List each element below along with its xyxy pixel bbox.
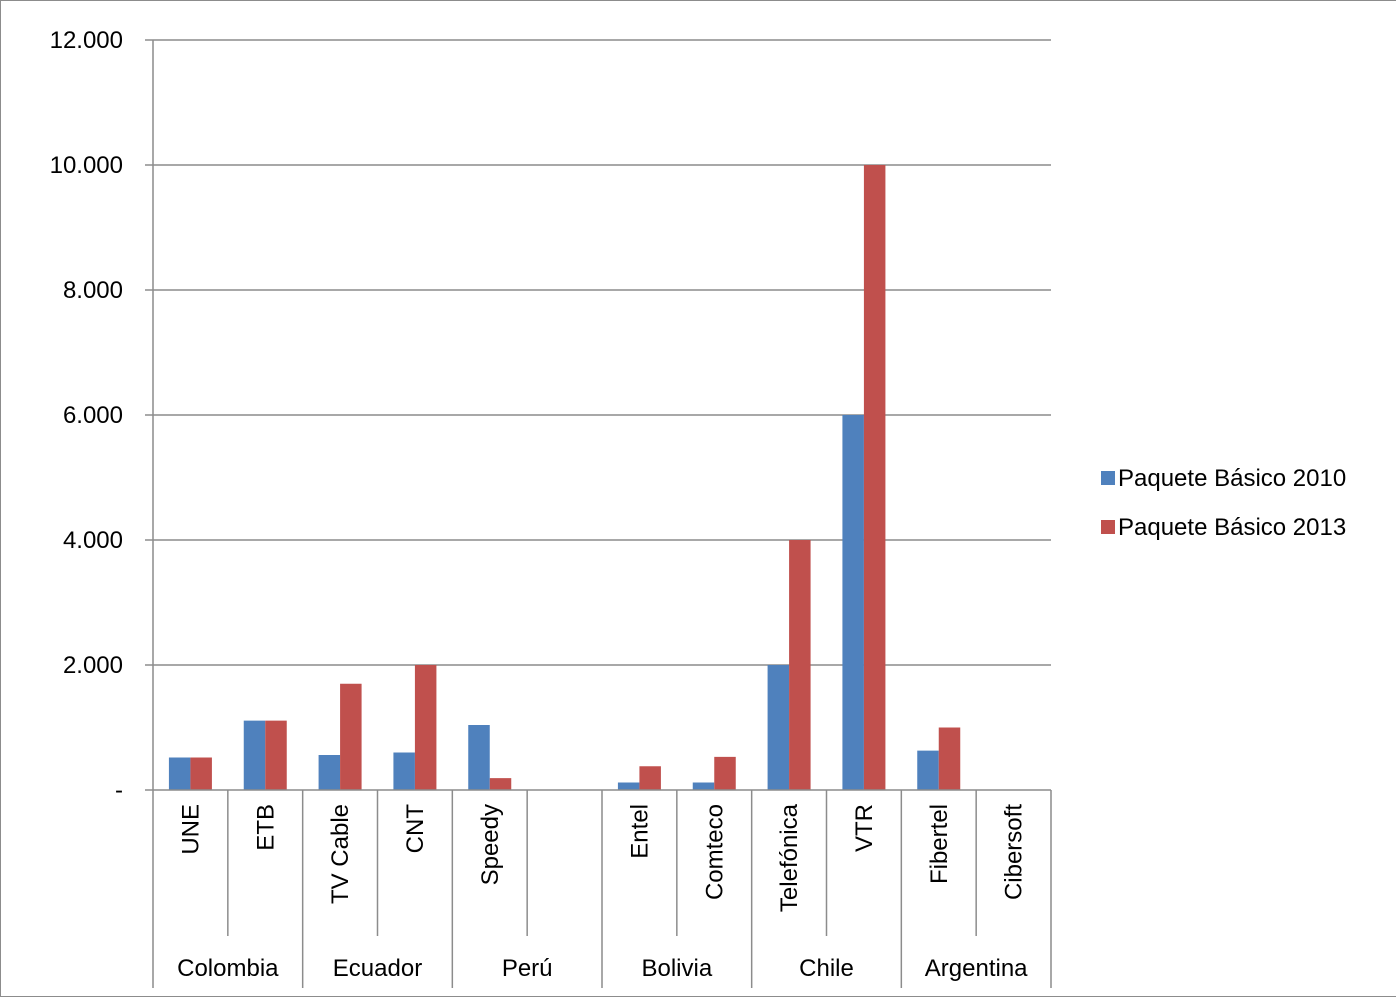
category-label: Speedy bbox=[477, 804, 504, 885]
bar bbox=[318, 755, 341, 790]
category-label: CNT bbox=[402, 804, 429, 854]
bar bbox=[714, 756, 736, 790]
bar bbox=[789, 540, 811, 790]
bar bbox=[842, 415, 864, 790]
category-label: TV Cable bbox=[327, 804, 354, 904]
group-label: Colombia bbox=[177, 955, 279, 982]
group-label: Argentina bbox=[925, 955, 1028, 982]
bar bbox=[168, 757, 191, 790]
bar bbox=[393, 752, 415, 790]
y-tick-label: 4.000 bbox=[63, 527, 123, 554]
y-tick-label: 12.000 bbox=[50, 27, 123, 54]
category-label: Fibertel bbox=[926, 804, 953, 884]
bar bbox=[639, 766, 661, 790]
legend: Paquete Básico 2010 Paquete Básico 2013 bbox=[1101, 465, 1346, 541]
bar bbox=[468, 725, 490, 790]
group-label: Bolivia bbox=[641, 955, 712, 982]
category-label: ETB bbox=[252, 804, 279, 851]
bar bbox=[414, 665, 437, 790]
legend-label: Paquete Básico 2010 bbox=[1118, 465, 1346, 492]
legend-swatch bbox=[1101, 520, 1115, 534]
bar bbox=[917, 750, 939, 790]
y-tick-label: 10.000 bbox=[50, 152, 123, 179]
category-label: Cibersoft bbox=[1001, 804, 1028, 900]
y-tick-labels: - 2.000 4.000 6.000 8.000 10.000 12.000 bbox=[50, 27, 123, 804]
y-tick-label: - bbox=[115, 777, 123, 804]
bar bbox=[863, 165, 886, 790]
gridlines bbox=[153, 39, 1051, 666]
bars bbox=[168, 165, 961, 790]
y-tick-label: 8.000 bbox=[63, 277, 123, 304]
y-tick-label: 2.000 bbox=[63, 652, 123, 679]
group-label: Ecuador bbox=[333, 955, 422, 982]
legend-label: Paquete Básico 2013 bbox=[1118, 514, 1346, 541]
bar bbox=[617, 782, 640, 790]
bar bbox=[692, 782, 715, 790]
category-labels: UNE ETB TV Cable CNT Speedy Entel Comteco Telef… bbox=[177, 803, 1027, 912]
category-label: UNE bbox=[177, 804, 204, 855]
bar bbox=[489, 778, 512, 790]
category-label: Entel bbox=[626, 804, 653, 859]
bar bbox=[265, 720, 287, 790]
group-label: Perú bbox=[502, 955, 553, 982]
legend-swatch bbox=[1101, 471, 1115, 485]
axes bbox=[145, 39, 1052, 988]
bar bbox=[190, 757, 212, 790]
bar bbox=[340, 683, 362, 790]
bar bbox=[938, 727, 961, 790]
y-tick-label: 6.000 bbox=[63, 402, 123, 429]
bar bbox=[243, 720, 266, 790]
category-label: Comteco bbox=[701, 804, 728, 900]
group-labels: Colombia Ecuador Perú Bolivia Chile Argentina bbox=[177, 955, 1028, 982]
group-label: Chile bbox=[799, 955, 854, 982]
category-label: VTR bbox=[851, 804, 878, 852]
bar bbox=[767, 665, 790, 790]
category-label: Telefónica bbox=[776, 803, 803, 912]
